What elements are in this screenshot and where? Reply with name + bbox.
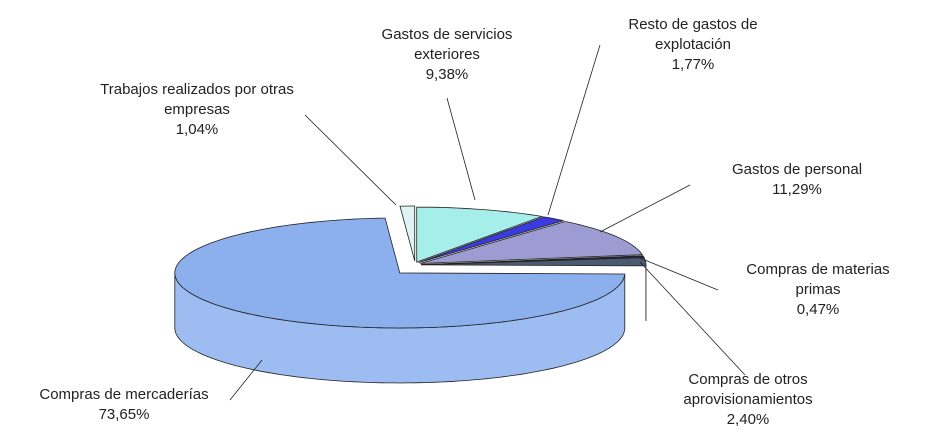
value-label: 1,77%	[671, 56, 715, 73]
value-label: 73,65%	[98, 406, 150, 423]
slice-label: Trabajos realizados por otras empresas 1,…	[97, 80, 297, 140]
slice-label: Compras de materias primas 0,47%	[728, 260, 908, 320]
leader-line	[639, 257, 719, 291]
slice-label: Gastos de servicios exteriores 9,38%	[347, 25, 547, 85]
slice-label: Resto de gastos de explotación 1,77%	[608, 15, 778, 75]
leader-line	[229, 359, 263, 401]
slice	[416, 206, 544, 263]
slice	[418, 216, 564, 263]
slice-label: Compras de otros aprovisionamientos 2,40%	[658, 370, 838, 430]
category-name: Trabajos realizados por otras empresas	[100, 81, 294, 118]
slice	[420, 221, 644, 264]
leader-line	[304, 114, 397, 206]
slice	[399, 205, 416, 262]
category-name: Compras de otros aprovisionamientos	[683, 371, 813, 408]
leader-line	[639, 261, 746, 376]
category-name: Compras de materias primas	[746, 261, 890, 298]
value-label: 1,04%	[175, 121, 219, 138]
value-label: 0,47%	[796, 301, 840, 318]
category-name: Resto de gastos de explotación	[628, 16, 758, 53]
value-label: 11,29%	[772, 181, 822, 198]
category-name: Gastos de servicios exteriores	[381, 26, 513, 63]
value-label: 9,38%	[425, 66, 469, 83]
category-name: Gastos de personal	[731, 161, 863, 178]
leader-line	[446, 97, 476, 201]
value-label: 2,40%	[726, 411, 770, 428]
category-name: Compras de mercaderías	[39, 386, 209, 403]
leader-line	[599, 184, 691, 233]
slice-label: Gastos de personal 11,29%	[697, 160, 897, 200]
slice	[420, 257, 647, 267]
slice-label: Compras de mercaderías 73,65%	[24, 385, 224, 425]
slice	[174, 217, 626, 329]
leader-line	[547, 44, 601, 216]
